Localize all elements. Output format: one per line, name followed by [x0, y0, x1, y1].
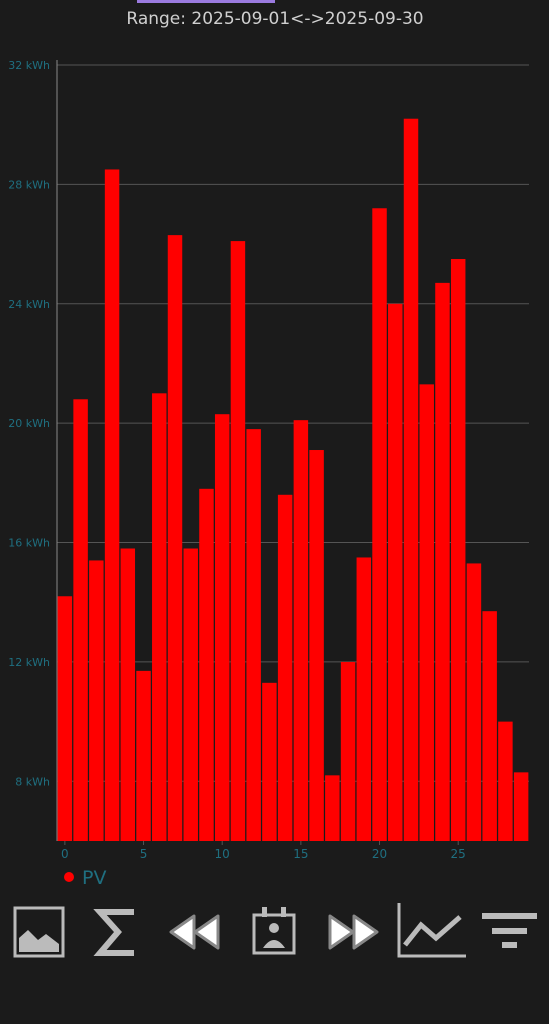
- y-tick-label: 28 kWh: [8, 178, 50, 191]
- bar: [104, 169, 120, 841]
- bar: [513, 772, 529, 841]
- sum-button[interactable]: [93, 909, 134, 956]
- bar: [403, 118, 419, 841]
- y-tick-label: 20 kWh: [8, 417, 50, 430]
- bar: [57, 596, 73, 841]
- x-tick-label: 25: [451, 847, 466, 861]
- forward-button[interactable]: [328, 914, 379, 950]
- bar: [136, 670, 151, 841]
- bar: [372, 208, 387, 841]
- bar: [482, 611, 497, 841]
- bar: [214, 414, 230, 841]
- range-label: Range: 2025-09-01<->2025-09-30: [126, 9, 423, 29]
- bar: [152, 393, 167, 841]
- filter-button[interactable]: [482, 913, 537, 948]
- y-tick-label: 32 kWh: [8, 59, 50, 72]
- image-button[interactable]: [13, 906, 65, 958]
- x-tick-label: 10: [215, 847, 230, 861]
- x-tick-label: 0: [61, 847, 69, 861]
- legend-marker: [64, 872, 74, 882]
- bar: [89, 560, 104, 841]
- line-chart-button[interactable]: [397, 903, 466, 958]
- bar: [73, 399, 88, 841]
- y-tick-label: 8 kWh: [15, 775, 50, 788]
- bar: [293, 420, 309, 841]
- bar: [466, 563, 482, 841]
- toolbar: [13, 903, 537, 958]
- bar: [262, 682, 277, 841]
- x-tick-label: 15: [293, 847, 308, 861]
- legend-label: PV: [82, 867, 106, 889]
- bar: [167, 235, 183, 842]
- bar: [309, 450, 324, 841]
- bar: [325, 775, 340, 841]
- tab-indicator: [137, 0, 275, 3]
- bar: [277, 494, 293, 841]
- bar: [230, 241, 246, 842]
- bar: [498, 721, 513, 841]
- rewind-button[interactable]: [169, 914, 220, 950]
- bar: [120, 548, 136, 841]
- bar: [356, 557, 372, 841]
- bar: [340, 661, 356, 841]
- plot: 8 kWh 12 kWh 16 kWh 20 kWh 24 kWh 28 kWh 32 kW…: [8, 59, 529, 889]
- bar: [450, 259, 466, 841]
- bar: [419, 384, 434, 841]
- calendar-button[interactable]: [252, 907, 296, 955]
- x-tick-label: 20: [372, 847, 387, 861]
- x-tick-label: 5: [140, 847, 148, 861]
- bar: [435, 282, 450, 841]
- bar: [388, 303, 403, 841]
- y-tick-label: 24 kWh: [8, 298, 50, 311]
- bar: [199, 488, 214, 841]
- bar: [183, 548, 198, 841]
- y-tick-label: 16 kWh: [8, 537, 50, 550]
- y-tick-label: 12 kWh: [8, 656, 50, 669]
- bar: [246, 429, 261, 841]
